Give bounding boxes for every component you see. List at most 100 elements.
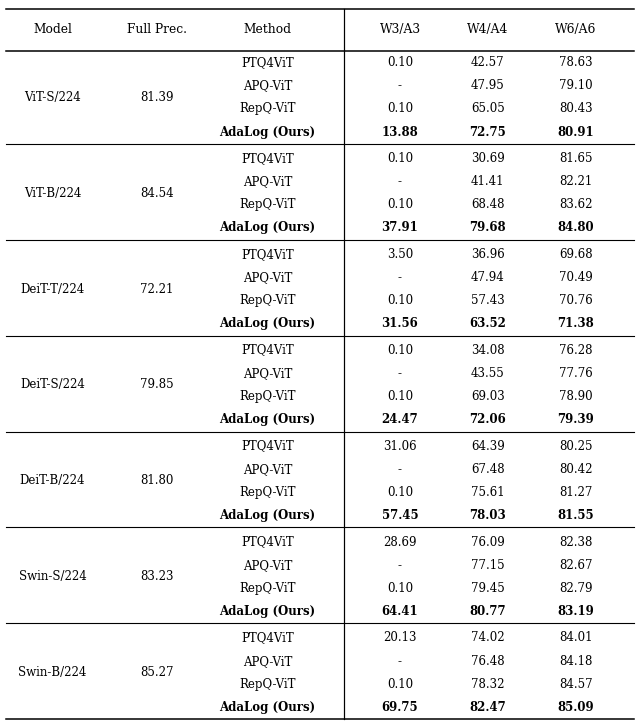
Text: 81.65: 81.65 (559, 152, 593, 165)
Text: 79.39: 79.39 (557, 414, 595, 427)
Text: -: - (398, 559, 402, 572)
Text: 30.69: 30.69 (471, 152, 504, 165)
Text: 81.80: 81.80 (140, 474, 173, 487)
Text: PTQ4ViT: PTQ4ViT (241, 343, 294, 356)
Text: 20.13: 20.13 (383, 631, 417, 644)
Text: 63.52: 63.52 (469, 317, 506, 330)
Text: 64.41: 64.41 (381, 605, 419, 618)
Text: 42.57: 42.57 (471, 56, 504, 69)
Text: 79.85: 79.85 (140, 379, 173, 391)
Text: 82.79: 82.79 (559, 582, 593, 595)
Text: APQ-ViT: APQ-ViT (243, 367, 292, 380)
Text: 83.62: 83.62 (559, 198, 593, 211)
Text: 76.28: 76.28 (559, 343, 593, 356)
Text: 78.32: 78.32 (471, 678, 504, 691)
Text: Swin-S/224: Swin-S/224 (19, 570, 86, 583)
Text: 81.27: 81.27 (559, 486, 593, 499)
Text: 76.48: 76.48 (471, 655, 504, 668)
Text: Full Prec.: Full Prec. (127, 23, 187, 36)
Text: 70.76: 70.76 (559, 294, 593, 307)
Text: W3/A3: W3/A3 (380, 23, 420, 36)
Text: PTQ4ViT: PTQ4ViT (241, 440, 294, 453)
Text: RepQ-ViT: RepQ-ViT (239, 294, 296, 307)
Text: PTQ4ViT: PTQ4ViT (241, 536, 294, 549)
Text: 47.95: 47.95 (471, 79, 504, 92)
Text: 80.91: 80.91 (557, 126, 595, 139)
Text: 36.96: 36.96 (471, 248, 504, 261)
Text: 79.45: 79.45 (471, 582, 504, 595)
Text: ViT-S/224: ViT-S/224 (24, 90, 81, 103)
Text: 77.76: 77.76 (559, 367, 593, 380)
Text: DeiT-B/224: DeiT-B/224 (20, 474, 85, 487)
Text: 24.47: 24.47 (381, 414, 419, 427)
Text: RepQ-ViT: RepQ-ViT (239, 582, 296, 595)
Text: RepQ-ViT: RepQ-ViT (239, 102, 296, 115)
Text: 84.18: 84.18 (559, 655, 593, 668)
Text: 81.55: 81.55 (557, 509, 595, 522)
Text: 34.08: 34.08 (471, 343, 504, 356)
Text: 72.06: 72.06 (469, 414, 506, 427)
Text: PTQ4ViT: PTQ4ViT (241, 248, 294, 261)
Text: 84.57: 84.57 (559, 678, 593, 691)
Text: RepQ-ViT: RepQ-ViT (239, 198, 296, 211)
Text: W4/A4: W4/A4 (467, 23, 508, 36)
Text: -: - (398, 463, 402, 476)
Text: 47.94: 47.94 (471, 271, 504, 284)
Text: 80.42: 80.42 (559, 463, 593, 476)
Text: -: - (398, 655, 402, 668)
Text: 85.27: 85.27 (140, 667, 173, 680)
Text: APQ-ViT: APQ-ViT (243, 463, 292, 476)
Text: ViT-B/224: ViT-B/224 (24, 187, 81, 200)
Text: 57.43: 57.43 (471, 294, 504, 307)
Text: 79.10: 79.10 (559, 79, 593, 92)
Text: 0.10: 0.10 (387, 152, 413, 165)
Text: 64.39: 64.39 (471, 440, 504, 453)
Text: 82.38: 82.38 (559, 536, 593, 549)
Text: 76.09: 76.09 (471, 536, 504, 549)
Text: 71.38: 71.38 (557, 317, 595, 330)
Text: 0.10: 0.10 (387, 678, 413, 691)
Text: 84.01: 84.01 (559, 631, 593, 644)
Text: AdaLog (Ours): AdaLog (Ours) (220, 701, 316, 714)
Text: 72.75: 72.75 (469, 126, 506, 139)
Text: 65.05: 65.05 (471, 102, 504, 115)
Text: 78.90: 78.90 (559, 390, 593, 403)
Text: 68.48: 68.48 (471, 198, 504, 211)
Text: AdaLog (Ours): AdaLog (Ours) (220, 605, 316, 618)
Text: 0.10: 0.10 (387, 582, 413, 595)
Text: 28.69: 28.69 (383, 536, 417, 549)
Text: 79.68: 79.68 (469, 221, 506, 234)
Text: 0.10: 0.10 (387, 102, 413, 115)
Text: AdaLog (Ours): AdaLog (Ours) (220, 221, 316, 234)
Text: -: - (398, 79, 402, 92)
Text: 74.02: 74.02 (471, 631, 504, 644)
Text: 72.21: 72.21 (140, 283, 173, 296)
Text: 3.50: 3.50 (387, 248, 413, 261)
Text: PTQ4ViT: PTQ4ViT (241, 56, 294, 69)
Text: RepQ-ViT: RepQ-ViT (239, 390, 296, 403)
Text: 41.41: 41.41 (471, 175, 504, 188)
Text: -: - (398, 271, 402, 284)
Text: 0.10: 0.10 (387, 486, 413, 499)
Text: 0.10: 0.10 (387, 343, 413, 356)
Text: DeiT-T/224: DeiT-T/224 (20, 283, 84, 296)
Text: 37.91: 37.91 (381, 221, 419, 234)
Text: 83.23: 83.23 (140, 570, 173, 583)
Text: 80.25: 80.25 (559, 440, 593, 453)
Text: 31.06: 31.06 (383, 440, 417, 453)
Text: 80.43: 80.43 (559, 102, 593, 115)
Text: Method: Method (243, 23, 292, 36)
Text: AdaLog (Ours): AdaLog (Ours) (220, 126, 316, 139)
Text: 69.03: 69.03 (471, 390, 504, 403)
Text: 0.10: 0.10 (387, 56, 413, 69)
Text: 43.55: 43.55 (471, 367, 504, 380)
Text: 13.88: 13.88 (381, 126, 419, 139)
Text: APQ-ViT: APQ-ViT (243, 559, 292, 572)
Text: PTQ4ViT: PTQ4ViT (241, 631, 294, 644)
Text: 82.47: 82.47 (469, 701, 506, 714)
Text: 81.39: 81.39 (140, 90, 173, 103)
Text: APQ-ViT: APQ-ViT (243, 175, 292, 188)
Text: Model: Model (33, 23, 72, 36)
Text: -: - (398, 175, 402, 188)
Text: APQ-ViT: APQ-ViT (243, 79, 292, 92)
